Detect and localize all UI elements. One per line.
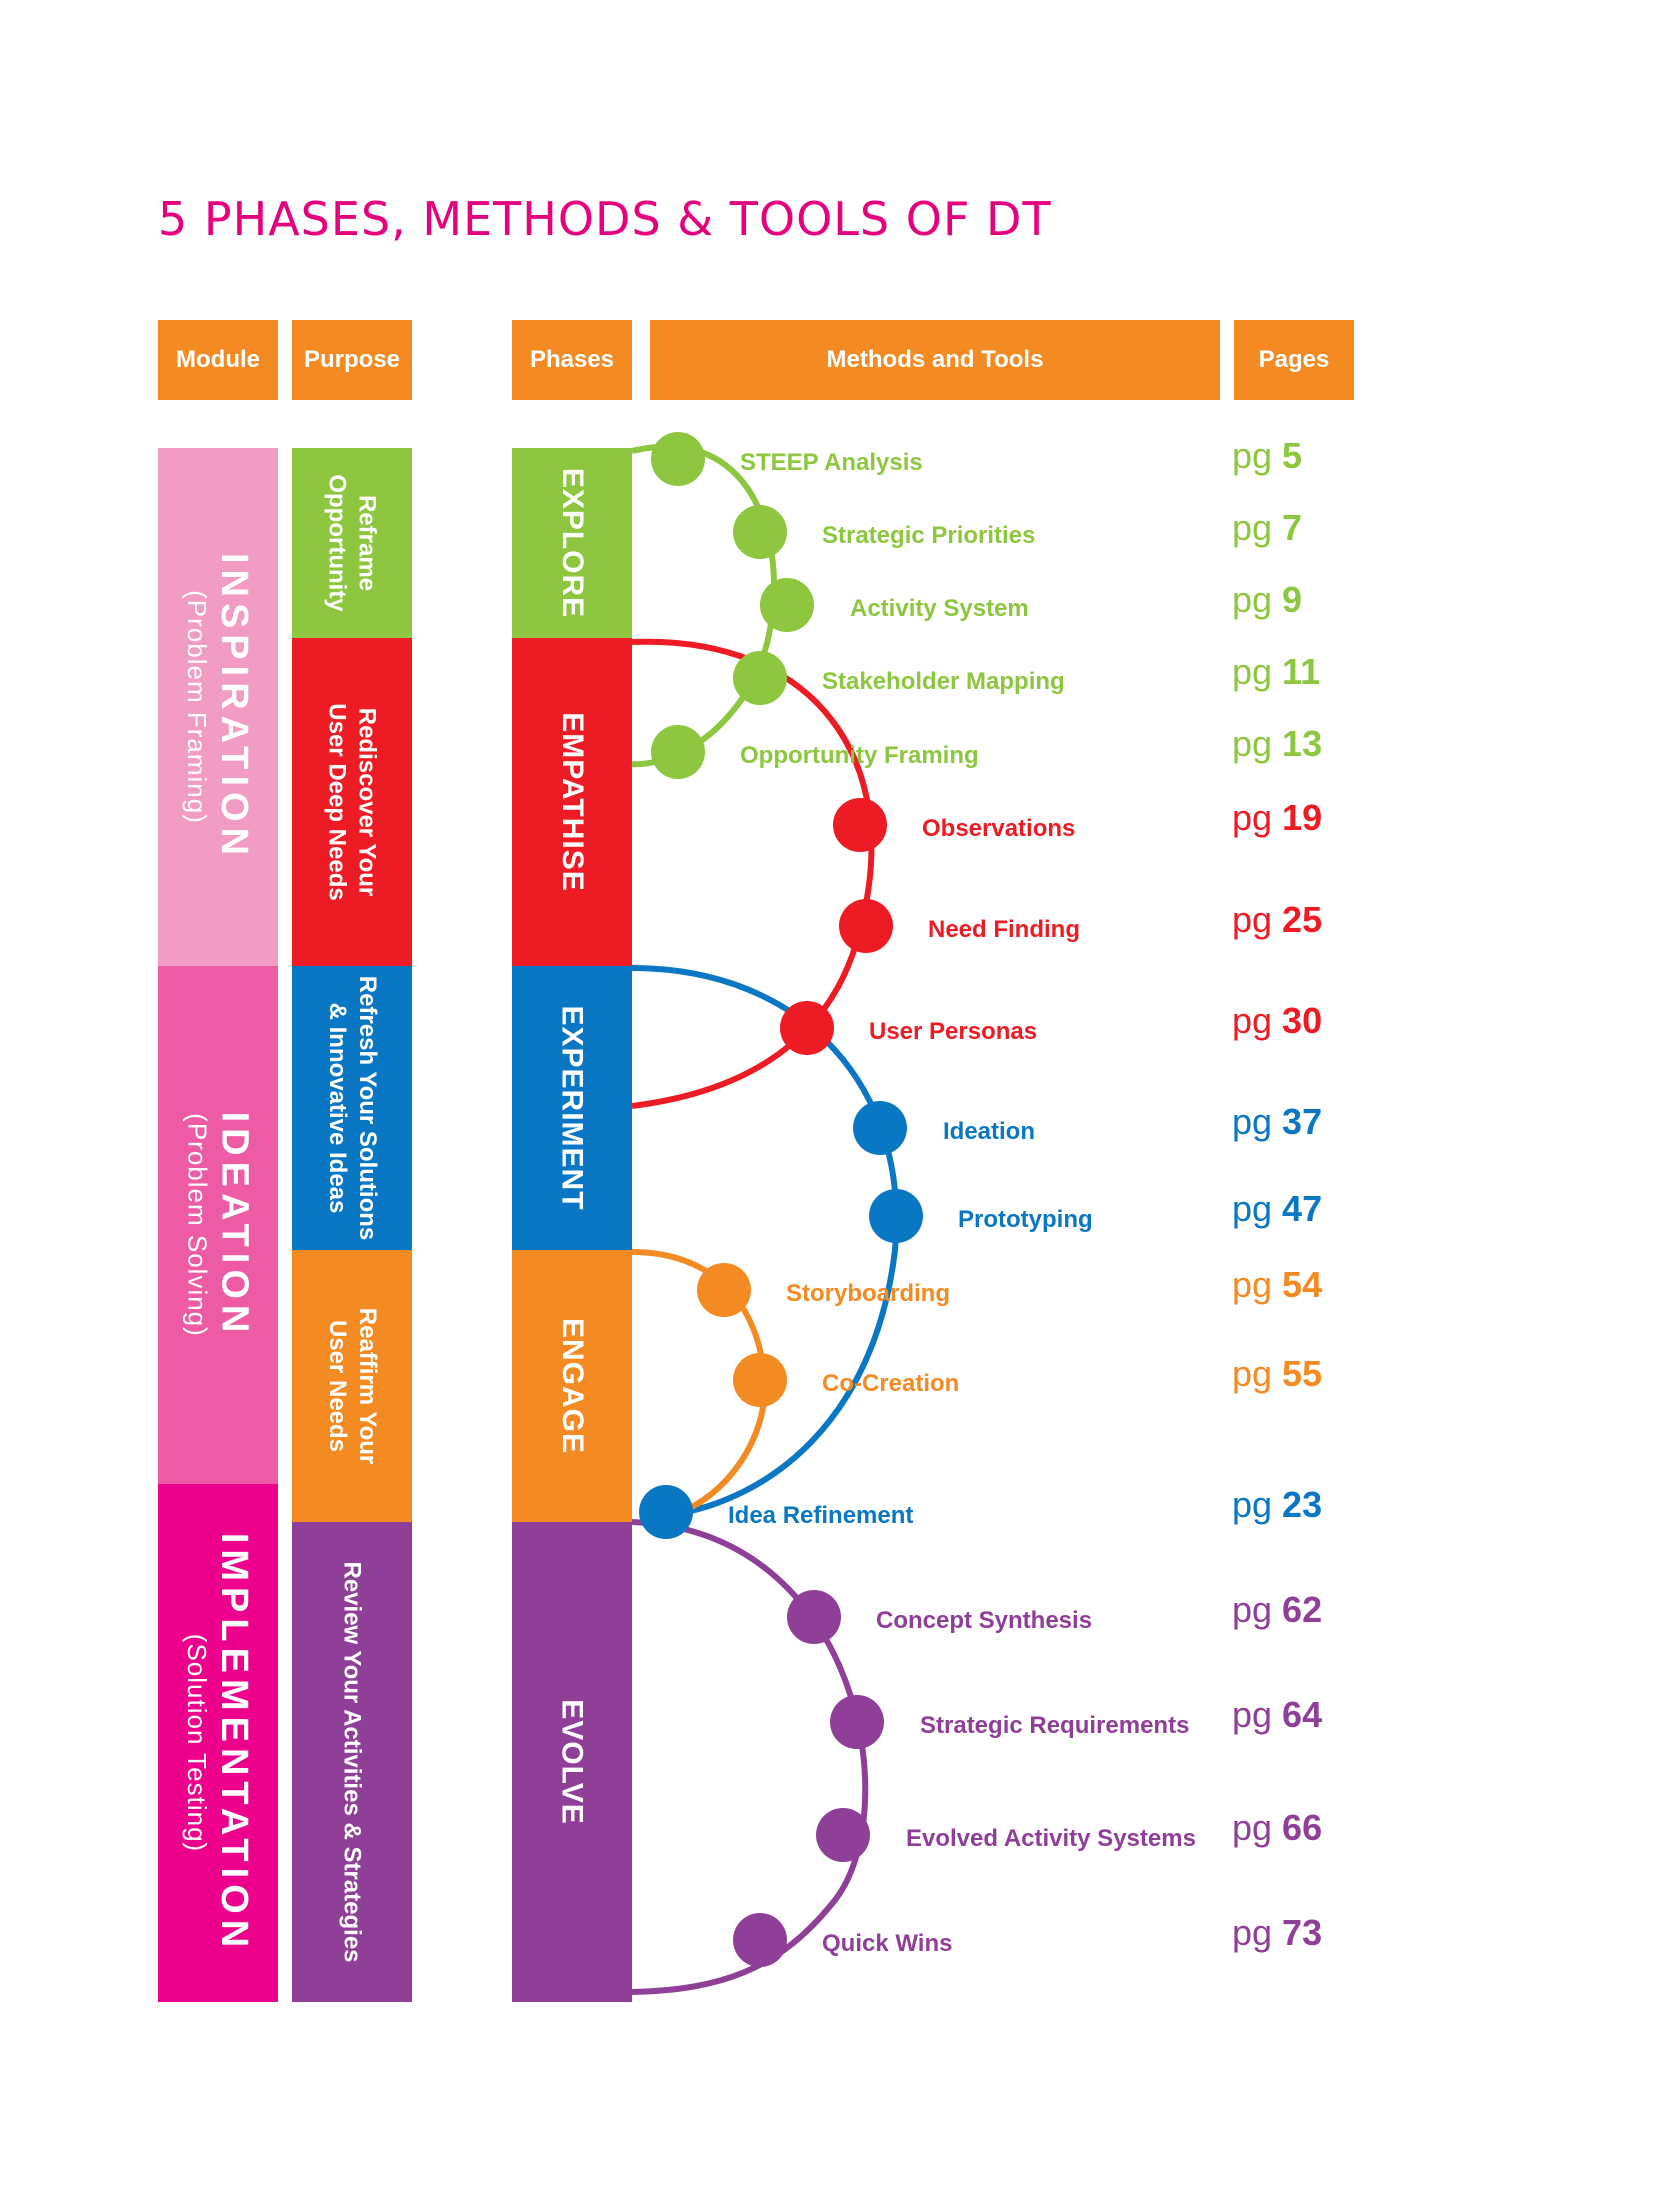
page-ref: pg 11 [1232, 651, 1320, 692]
method-label: STEEP Analysis [740, 449, 923, 476]
page-ref: pg 73 [1232, 1912, 1322, 1953]
page-ref: pg 47 [1232, 1188, 1322, 1229]
method-label: User Personas [869, 1018, 1037, 1045]
method-label: Ideation [943, 1118, 1035, 1145]
method-label: Opportunity Framing [740, 742, 979, 769]
method-label: Evolved Activity Systems [906, 1825, 1196, 1852]
purpose-rediscover: Rediscover Your User Deep Needs [292, 638, 412, 966]
node-strategic-requirements [830, 1695, 884, 1749]
page-ref: pg 64 [1232, 1694, 1322, 1735]
node-activity-system [760, 578, 814, 632]
node-stakeholder-mapping [733, 651, 787, 705]
method-label: Co-Creation [822, 1370, 959, 1397]
page-ref: pg 54 [1232, 1264, 1322, 1305]
node-ideation [853, 1101, 907, 1155]
purpose-review: Review Your Activities & Strategies [292, 1522, 412, 2002]
page-ref: pg 13 [1232, 723, 1322, 764]
page-ref: pg 37 [1232, 1101, 1322, 1142]
page-ref: pg 25 [1232, 899, 1322, 940]
node-concept-synthesis [787, 1590, 841, 1644]
method-label: Strategic Requirements [920, 1712, 1189, 1739]
page-ref: pg 7 [1232, 507, 1302, 548]
phase-experiment: EXPERIMENT [512, 966, 632, 1250]
node-storyboarding [697, 1263, 751, 1317]
phase-engage: ENGAGE [512, 1250, 632, 1522]
purpose-reaffirm: Reaffirm Your User Needs [292, 1250, 412, 1522]
method-label: Stakeholder Mapping [822, 668, 1065, 695]
node-quick-wins [733, 1913, 787, 1967]
method-label: Quick Wins [822, 1930, 952, 1957]
page-ref: pg 66 [1232, 1807, 1322, 1848]
node-strategic-priorities [733, 505, 787, 559]
page-title: 5 PHASES, METHODS & TOOLS OF DT [158, 192, 1052, 246]
module-implementation: IMPLEMENTATION (Solution Testing) [158, 1484, 278, 2002]
header-purpose: Purpose [292, 320, 412, 400]
node-prototyping [869, 1189, 923, 1243]
purpose-reframe: Reframe Opportunity [292, 448, 412, 638]
header-module: Module [158, 320, 278, 400]
method-label: Storyboarding [786, 1280, 950, 1307]
node-user-personas [780, 1001, 834, 1055]
node-opportunity-framing [651, 725, 705, 779]
node-co-creation [733, 1353, 787, 1407]
header-phases: Phases [512, 320, 632, 400]
phase-explore: EXPLORE [512, 448, 632, 638]
method-label: Strategic Priorities [822, 522, 1035, 549]
method-label: Need Finding [928, 916, 1080, 943]
header-methods: Methods and Tools [650, 320, 1220, 400]
page-ref: pg 5 [1232, 435, 1302, 476]
page-ref: pg 19 [1232, 797, 1322, 838]
module-ideation: IDEATION (Problem Solving) [158, 966, 278, 1484]
method-label: Idea Refinement [728, 1502, 913, 1529]
page-ref: pg 62 [1232, 1589, 1322, 1630]
phase-empathise: EMPATHISE [512, 638, 632, 966]
arc-empathise [631, 638, 875, 1109]
page-ref: pg 9 [1232, 579, 1302, 620]
node-idea-refinement [639, 1485, 693, 1539]
page-ref: pg 23 [1232, 1484, 1322, 1525]
method-label: Concept Synthesis [876, 1607, 1092, 1634]
node-observations [833, 798, 887, 852]
method-label: Activity System [850, 595, 1029, 622]
arc-explore [631, 443, 777, 768]
phase-evolve: EVOLVE [512, 1522, 632, 2002]
arc-experiment [631, 965, 900, 1518]
method-label: Prototyping [958, 1206, 1093, 1233]
node-need-finding [839, 899, 893, 953]
module-inspiration: INSPIRATION (Problem Framing) [158, 448, 278, 966]
page-ref: pg 30 [1232, 1000, 1322, 1041]
method-label: Observations [922, 815, 1075, 842]
header-pages: Pages [1234, 320, 1354, 400]
node-evolved-activity-systems [816, 1808, 870, 1862]
purpose-refresh: Refresh Your Solutions & Innovative Idea… [292, 966, 412, 1250]
page-ref: pg 55 [1232, 1353, 1322, 1394]
node-steep-analysis [651, 432, 705, 486]
